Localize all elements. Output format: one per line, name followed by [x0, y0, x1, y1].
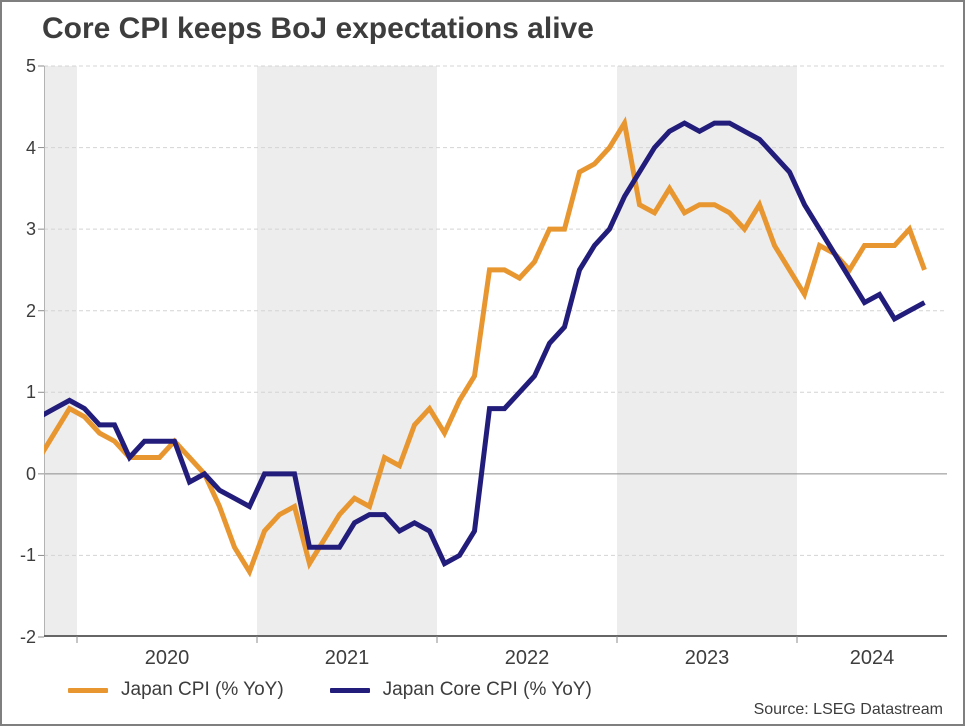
legend-label-japan-core-cpi: Japan Core CPI (% YoY) [382, 679, 592, 700]
legend-label-japan-cpi: Japan CPI (% YoY) [121, 679, 284, 700]
legend-item-japan-cpi: Japan CPI (% YoY) [68, 679, 284, 701]
source-credit: Source: LSEG Datastream [753, 701, 943, 718]
legend-item-japan-core-cpi: Japan Core CPI (% YoY) [329, 679, 592, 701]
plot-area [38, 65, 947, 643]
x-axis-year-label: 2021 [324, 647, 370, 669]
x-axis-year-label: 2020 [144, 647, 190, 669]
x-axis-year-label: 2023 [684, 647, 730, 669]
y-axis-tick-label: 2 [25, 300, 36, 321]
japan-cpi-line [44, 116, 927, 578]
y-axis-tick-label: 5 [25, 56, 36, 76]
japan-core-cpi-line-swatch [329, 687, 370, 693]
y-axis-tick-label: -2 [19, 627, 36, 647]
y-axis-tick-label: 1 [25, 382, 36, 403]
japan-core-cpi-line [44, 120, 926, 568]
x-axis-year-label: 2024 [849, 647, 895, 669]
y-axis-tick-label: 4 [25, 137, 36, 158]
y-axis-tick-label: -1 [19, 545, 36, 566]
x-axis-year-label: 2022 [504, 647, 550, 669]
legend: Japan CPI (% YoY) Japan Core CPI (% YoY) [68, 679, 592, 701]
japan-cpi-line-swatch [68, 687, 108, 693]
plot-area-svg [38, 65, 947, 643]
y-axis-tick-label: 3 [25, 219, 36, 240]
chart-title: Core CPI keeps BoJ expectations alive [42, 12, 594, 45]
y-axis-tick-label: 0 [25, 463, 36, 484]
year-shading-band [257, 66, 437, 637]
year-shading-band [44, 66, 77, 637]
